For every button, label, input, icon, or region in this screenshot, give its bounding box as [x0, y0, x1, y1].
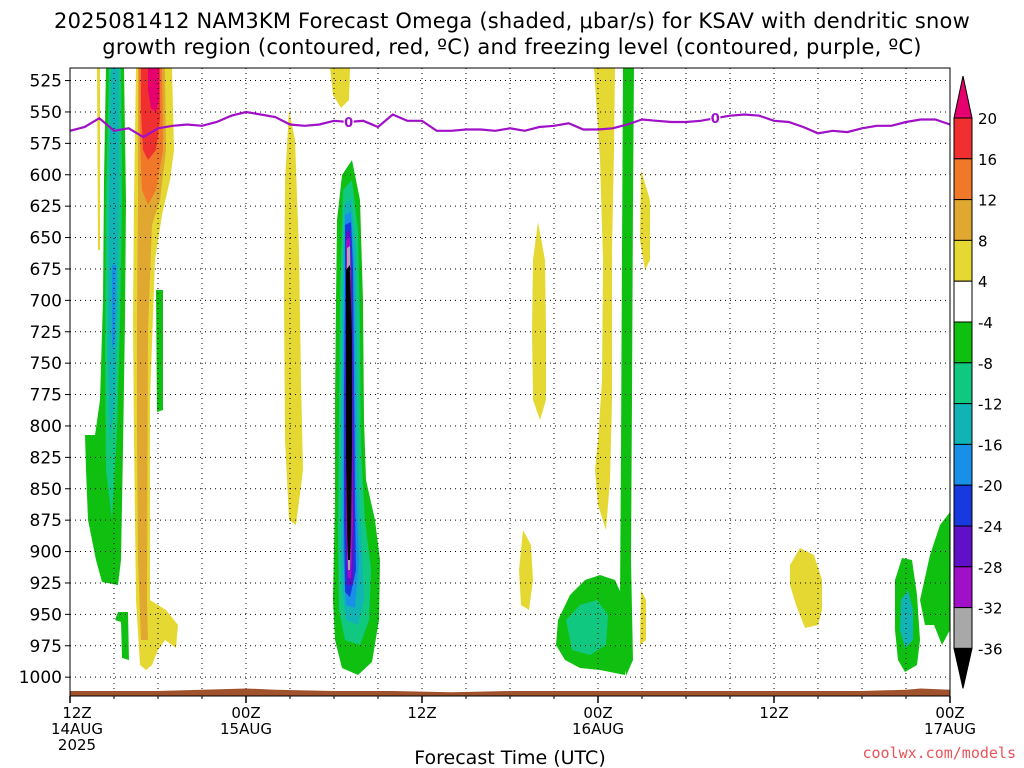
- y-tick-label-650: 650: [30, 229, 62, 249]
- colorbar-box-4: [953, 239, 973, 282]
- colorbar-box-2: [953, 158, 973, 201]
- colorbar-label-8: -16: [978, 436, 1003, 454]
- y-tick-label-575: 575: [30, 134, 62, 154]
- freezing-level-label-bg-0: [343, 115, 354, 130]
- colorbar-box-6: [953, 321, 973, 364]
- y-tick-label-600: 600: [30, 166, 62, 186]
- colorbar-label-7: -12: [978, 396, 1003, 414]
- y-tick-label-700: 700: [30, 291, 62, 311]
- omega-cell-left-yellow-strip: [97, 68, 100, 250]
- x-axis-label: Forecast Time (UTC): [414, 747, 605, 768]
- colorbar-box-13: [953, 607, 973, 649]
- y-tick-label-750: 750: [30, 354, 62, 374]
- colorbar-label-11: -28: [978, 559, 1003, 577]
- freezing-level-label-1: 0: [711, 112, 720, 127]
- omega-cell-right-edge-green: [920, 512, 950, 645]
- x-tick-label-24-0: 12Z: [407, 704, 436, 722]
- colorbar-box-5: [953, 280, 973, 323]
- y-tick-label-525: 525: [30, 72, 62, 92]
- colorbar-box-12: [953, 566, 973, 609]
- colorbar: 20 16 12 8 4 -4 -8 -12 -16 -20 -24 -28 -32 -36: [953, 75, 1003, 689]
- x-tick-label-0-1: 14AUG: [51, 720, 103, 738]
- omega-cell-green-strip-37h: [620, 68, 634, 676]
- colorbar-box-11: [953, 525, 973, 568]
- y-tick-label-900: 900: [30, 543, 62, 563]
- x-tick-label-0-0: 12Z: [62, 704, 91, 722]
- omega-cell-yellow-strip-38h-lower: [640, 590, 646, 645]
- y-tick-label-950: 950: [30, 605, 62, 625]
- x-tick-label-60-0: 00Z: [935, 704, 964, 722]
- omega-cell-left-blue: [112, 265, 116, 350]
- colorbar-label-10: -24: [978, 518, 1003, 536]
- omega-cell-yellow-streak-15h: [284, 110, 303, 525]
- y-tick-label-675: 675: [30, 260, 62, 280]
- y-tick-label-625: 625: [30, 197, 62, 217]
- omega-cell-yellow-strip-36h: [594, 68, 615, 530]
- colorbar-label-6: -8: [978, 355, 993, 373]
- colorbar-label-12: -32: [978, 600, 1003, 618]
- y-tick-label-1000: 1000: [19, 668, 62, 688]
- omega-cell-yellow-streak-32h: [532, 222, 546, 420]
- colorbar-label-4: 4: [978, 273, 988, 291]
- source-credit: coolwx.com/models: [862, 744, 1016, 762]
- x-tick-label-48-0: 12Z: [759, 704, 788, 722]
- colorbar-top-arrow: [953, 75, 973, 119]
- y-tick-label-800: 800: [30, 417, 62, 437]
- omega-cell-yellow-top-blob: [330, 68, 350, 108]
- colorbar-box-3: [953, 199, 973, 241]
- omega-cell-positive-magenta: [148, 68, 159, 112]
- colorbar-label-5: -4: [978, 314, 993, 332]
- freezing-level-label-bg-1: [710, 111, 721, 126]
- omega-cell-green-thin-strip: [156, 290, 163, 412]
- omega-shading-layer: [85, 68, 950, 676]
- y-tick-label-850: 850: [30, 480, 62, 500]
- omega-cell-yellow-strip-38h: [640, 170, 650, 270]
- colorbar-box-8: [953, 403, 973, 445]
- x-tick-label-12-0: 00Z: [231, 704, 260, 722]
- colorbar-label-2: 12: [978, 192, 997, 210]
- omega-cell-yellow-blob-51h: [790, 548, 822, 628]
- y-tick-label-550: 550: [30, 103, 62, 123]
- x-tick-label-60-1: 17AUG: [924, 720, 976, 738]
- chart-title-line1: 2025081412 NAM3KM Forecast Omega (shaded…: [54, 9, 970, 33]
- omega-cell-left-small-green: [115, 612, 129, 660]
- x-tick-label-0-2: 2025: [58, 736, 96, 754]
- colorbar-box-1: [953, 117, 973, 160]
- omega-cell-main-black: [346, 265, 352, 560]
- colorbar-label-13: -36: [978, 640, 1003, 658]
- y-tick-label-775: 775: [30, 386, 62, 406]
- y-tick-label-825: 825: [30, 448, 62, 468]
- y-axis: 525 550 575 600 625 650 675 700 725 750 775 800 825 8…: [19, 72, 70, 688]
- colorbar-label-1: 16: [978, 151, 997, 169]
- colorbar-label-3: 8: [978, 232, 988, 250]
- x-tick-label-12-1: 15AUG: [220, 720, 272, 738]
- colorbar-box-7: [953, 362, 973, 405]
- y-tick-label-875: 875: [30, 511, 62, 531]
- surface-terrain-layer: [70, 688, 950, 696]
- freezing-level-line: [70, 110, 950, 139]
- chart-title-line2: growth region (contoured, red, ºC) and f…: [102, 35, 922, 59]
- y-tick-label-925: 925: [30, 574, 62, 594]
- surface-terrain: [70, 688, 950, 696]
- grid-layer: [69, 68, 951, 696]
- y-tick-label-975: 975: [30, 637, 62, 657]
- x-tick-label-36-1: 16AUG: [572, 720, 624, 738]
- freezing-level-label-0: 0: [344, 116, 353, 131]
- x-tick-label-36-0: 00Z: [583, 704, 612, 722]
- colorbar-box-9: [953, 443, 973, 486]
- omega-cell-yellow-small-31h: [519, 530, 533, 610]
- omega-cell-positive-gold: [137, 68, 166, 640]
- colorbar-label-9: -20: [978, 477, 1003, 495]
- colorbar-bottom-arrow: [953, 647, 973, 689]
- colorbar-box-10: [953, 484, 973, 527]
- colorbar-label-0: 20: [978, 110, 997, 128]
- y-tick-label-725: 725: [30, 323, 62, 343]
